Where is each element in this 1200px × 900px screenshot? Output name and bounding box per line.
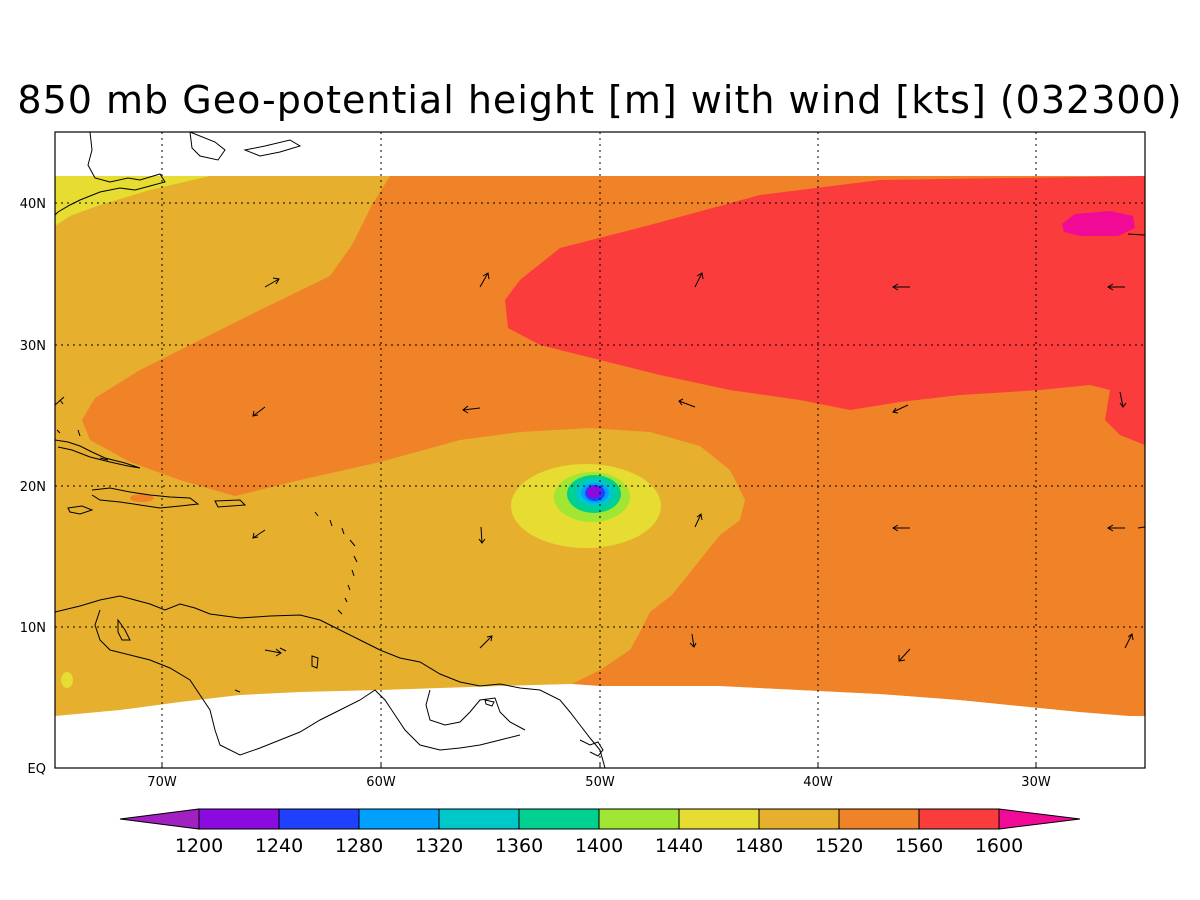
coast-sa-interior [94,609,521,756]
coast-small-island [234,647,287,693]
wind-arrow [54,396,65,406]
coast-nova-scotia [243,139,302,157]
x-tick-label: 70W [147,775,177,790]
coast-jamaica [67,505,94,515]
colorbar-swatch [278,808,360,830]
y-tick-label: 30N [20,339,46,354]
colorbar-swatch [598,808,680,830]
colorbar-swatch [438,808,520,830]
wind-arrow [1107,283,1125,291]
coast-south-america [55,595,606,768]
wind-arrow [479,635,493,649]
coast-lesser-antilles [314,511,358,615]
y-tick-label: EQ [28,762,46,777]
y-tick-label: 10N [20,621,46,636]
wind-arrow [252,406,266,417]
wind-arrow [264,648,282,657]
field-1560-island [130,494,154,502]
colorbar-left-triangle [119,808,200,830]
wind-arrow [264,277,280,288]
wind-arrow [898,648,911,662]
coast-puerto-rico [214,499,247,508]
colorbar-label: 1520 [815,835,863,857]
wind-arrow [678,398,696,408]
colorbar-right-triangle [998,808,1081,830]
low-core [587,486,601,498]
wind-arrow [462,405,481,414]
colorbar-swatch [518,808,600,830]
colorbar-label: 1200 [175,835,223,857]
x-tick-label: 60W [366,775,396,790]
colorbar-label: 1280 [335,835,383,857]
colorbar-label: 1560 [895,835,943,857]
colorbar-label: 1440 [655,835,703,857]
coast-trinidad [311,655,319,669]
colorbar-label: 1320 [415,835,463,857]
wind-arrow [1119,391,1127,408]
field-1480-corner [55,176,210,226]
colorbar-label: 1240 [255,835,303,857]
colorbar: 1200 1240 1280 1320 1360 1400 1440 1480 … [119,808,1081,857]
wind-arrow [252,529,266,539]
wind-arrow [689,633,697,648]
map-title: 850 mb Geo-potential height [m] with win… [17,78,1183,122]
wind-arrow [694,272,704,288]
colorbar-swatch [358,808,440,830]
colorbar-swatch [758,808,840,830]
coast-guianas [425,689,526,731]
wind-arrow [1124,633,1134,649]
wind-arrow [1107,524,1125,532]
coast-bahamas [56,399,109,461]
coast-newfoundland [189,132,226,161]
y-tick-label: 40N [20,197,46,212]
field-1600 [505,176,1145,445]
colorbar-label: 1600 [975,835,1023,857]
wind-arrow [892,524,910,532]
wind-arrow [694,513,703,528]
wind-arrow [478,526,486,544]
colorbar-swatch [838,808,920,830]
wind-vectors [54,233,1146,662]
coast-amazon-delta [579,739,604,757]
coast-cuba [55,439,141,469]
coast-hispaniola [91,487,200,509]
wind-arrow [892,283,910,291]
colorbar-label: 1480 [735,835,783,857]
coast-north-america [55,132,166,216]
field-1640-high [1062,211,1135,236]
colorbar-swatch [198,808,280,830]
colorbar-label: 1360 [495,835,543,857]
y-tick-label: 20N [20,480,46,495]
height-field [55,176,1145,716]
wind-arrow [1137,526,1146,529]
wind-arrow [892,404,909,414]
x-tick-label: 30W [1021,775,1051,790]
colorbar-label: 1400 [575,835,623,857]
x-tick-label: 40W [803,775,833,790]
grid-lines [55,132,1145,768]
x-tick-label: 50W [585,775,615,790]
field-1480-spot [61,672,73,688]
axis-ticks [161,762,1037,768]
wind-arrow [1127,233,1146,236]
colorbar-swatch [918,808,1000,830]
coastlines [55,132,606,768]
wind-arrow [479,272,490,288]
colorbar-swatch [678,808,760,830]
coast-maracaibo [117,618,131,641]
